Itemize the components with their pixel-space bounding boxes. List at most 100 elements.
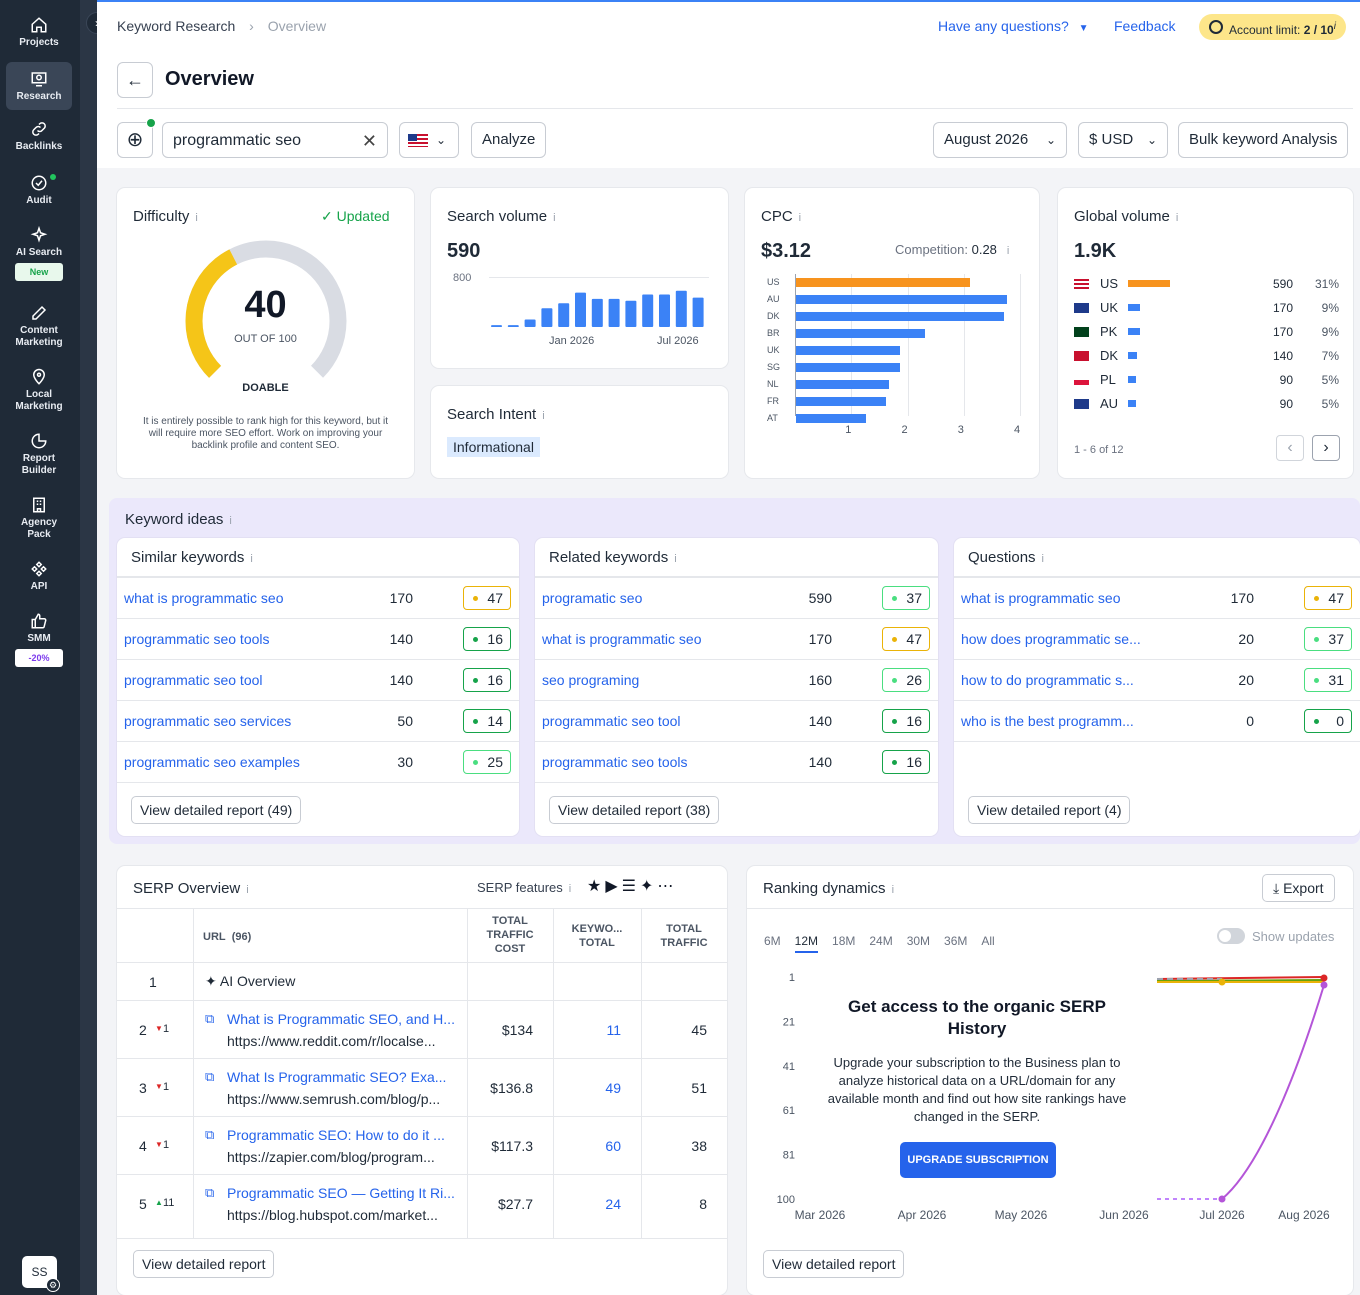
info-icon[interactable]: i <box>891 884 895 896</box>
questions-dropdown[interactable]: Have any questions? ▼ <box>938 18 1089 34</box>
sidebar-item-research[interactable]: Research <box>6 62 72 110</box>
global-volume-row[interactable]: AU 90 5% <box>1058 394 1353 414</box>
cpc-bar[interactable] <box>796 312 1005 321</box>
settings-icon[interactable]: ⚙ <box>46 1278 60 1292</box>
cpc-bar[interactable] <box>796 329 926 338</box>
sv-bar[interactable] <box>591 298 603 327</box>
info-icon[interactable]: i <box>246 884 249 896</box>
info-icon[interactable]: i <box>553 212 556 224</box>
ai-overview-icon[interactable]: ✦ <box>640 878 658 895</box>
sv-bar[interactable] <box>524 319 536 328</box>
video-icon[interactable]: ▶ <box>605 878 622 895</box>
sv-bar[interactable] <box>608 298 620 327</box>
traffic-header[interactable]: TOTAL TRAFFIC <box>660 923 708 949</box>
tab-24m[interactable]: 24M <box>869 934 893 948</box>
info-icon[interactable]: i <box>250 553 253 565</box>
cpc-bar[interactable] <box>796 363 901 372</box>
add-keyword-button[interactable]: ⊕ <box>117 122 153 158</box>
result-url[interactable]: https://zapier.com/blog/program... <box>227 1149 435 1165</box>
keyword-link[interactable]: programmatic seo services <box>124 713 292 729</box>
cpc-bar[interactable] <box>796 295 1007 304</box>
keywords-count[interactable]: 49 <box>605 1080 621 1096</box>
sidebar-item-projects[interactable]: Projects <box>6 16 72 56</box>
info-icon[interactable]: i <box>195 212 198 224</box>
result-url[interactable]: https://www.reddit.com/r/localse... <box>227 1033 436 1049</box>
keyword-link[interactable]: programmatic seo tools <box>124 631 270 647</box>
sv-bar[interactable] <box>507 325 519 327</box>
global-volume-row[interactable]: UK 170 9% <box>1058 298 1353 318</box>
sv-bar[interactable] <box>558 303 570 327</box>
list-icon[interactable]: ☰ <box>621 878 640 895</box>
next-page-button[interactable]: › <box>1312 435 1340 461</box>
sidebar-item-agency-pack[interactable]: Agency Pack <box>6 496 72 541</box>
tab-18m[interactable]: 18M <box>832 934 856 948</box>
cpc-bar[interactable] <box>796 414 867 423</box>
keywords-header[interactable]: KEYWO... TOTAL <box>571 923 623 949</box>
upgrade-button[interactable]: UPGRADE SUBSCRIPTION <box>900 1142 1056 1178</box>
sidebar-item-backlinks[interactable]: Backlinks <box>6 120 72 153</box>
show-updates-toggle[interactable] <box>1217 928 1245 944</box>
serp-view-report-button[interactable]: View detailed report <box>133 1250 275 1278</box>
keyword-link[interactable]: programmatic seo tools <box>542 754 688 770</box>
sidebar-item-smm[interactable]: SMM -20% <box>6 612 72 667</box>
external-link-icon[interactable]: ⧉ <box>205 1011 215 1026</box>
clear-icon[interactable]: ✕ <box>361 131 377 151</box>
sidebar-item-api[interactable]: API <box>6 560 72 593</box>
breadcrumb-keyword-research[interactable]: Keyword Research <box>117 18 236 34</box>
sv-bar[interactable] <box>575 292 586 327</box>
keyword-link[interactable]: what is programmatic seo <box>961 590 1121 606</box>
tab-36m[interactable]: 36M <box>944 934 968 948</box>
keyword-link[interactable]: programmatic seo tool <box>542 713 681 729</box>
tab-30m[interactable]: 30M <box>906 934 931 948</box>
sidebar-item-audit[interactable]: Audit <box>6 174 72 207</box>
result-title-link[interactable]: What Is Programmatic SEO? Exa... <box>227 1069 447 1085</box>
tab-12m[interactable]: 12M <box>794 934 819 953</box>
external-link-icon[interactable]: ⧉ <box>205 1069 215 1084</box>
global-volume-row[interactable]: PK 170 9% <box>1058 322 1353 342</box>
cpc-bar[interactable] <box>796 380 889 389</box>
prev-page-button[interactable]: ‹ <box>1276 435 1304 461</box>
global-volume-row[interactable]: PL 90 5% <box>1058 370 1353 390</box>
result-title-link[interactable]: Programmatic SEO: How to do it ... <box>227 1127 445 1143</box>
sidebar-item-content-marketing[interactable]: Content Marketing <box>6 304 72 349</box>
sv-bar[interactable] <box>642 294 654 328</box>
result-title-link[interactable]: What is Programmatic SEO, and H... <box>227 1011 455 1027</box>
sv-bar[interactable] <box>625 300 637 327</box>
view-report-button[interactable]: View detailed report (38) <box>549 796 720 824</box>
global-volume-row[interactable]: DK 140 7% <box>1058 346 1353 366</box>
keyword-link[interactable]: who is the best programm... <box>961 713 1134 729</box>
result-title-link[interactable]: Programmatic SEO — Getting It Ri... <box>227 1185 455 1201</box>
sv-bar[interactable] <box>541 308 553 327</box>
info-icon[interactable]: i <box>1041 553 1044 565</box>
keyword-input[interactable]: programmatic seo ✕ <box>162 122 388 158</box>
info-icon[interactable]: i <box>1175 212 1179 224</box>
cpc-bar[interactable] <box>796 397 886 406</box>
back-button[interactable]: ← <box>117 62 153 98</box>
result-url[interactable]: https://www.semrush.com/blog/p... <box>227 1091 441 1107</box>
keyword-link[interactable]: programmatic seo examples <box>124 754 300 770</box>
keyword-link[interactable]: seo programing <box>542 672 640 688</box>
keyword-link[interactable]: what is programmatic seo <box>542 631 702 647</box>
keywords-count[interactable]: 11 <box>606 1022 621 1038</box>
external-link-icon[interactable]: ⧉ <box>205 1185 215 1200</box>
keyword-link[interactable]: how does programmatic se... <box>961 631 1141 647</box>
bulk-analysis-button[interactable]: Bulk keyword Analysis <box>1178 122 1349 158</box>
month-select[interactable]: August 2026 ⌄ <box>933 122 1067 158</box>
country-select[interactable]: ⌄ <box>399 122 459 158</box>
currency-select[interactable]: $ USD ⌄ <box>1078 122 1168 158</box>
keyword-link[interactable]: programmatic seo tool <box>124 672 263 688</box>
external-link-icon[interactable]: ⧉ <box>205 1127 215 1142</box>
sv-bar[interactable] <box>692 297 704 327</box>
keywords-count[interactable]: 60 <box>605 1138 621 1154</box>
result-url[interactable]: https://blog.hubspot.com/market... <box>227 1207 438 1223</box>
sidebar-item-report-builder[interactable]: Report Builder <box>6 432 72 477</box>
analyze-button[interactable]: Analyze <box>471 122 547 158</box>
keywords-count[interactable]: 24 <box>605 1196 621 1212</box>
keyword-link[interactable]: what is programmatic seo <box>124 590 284 606</box>
info-icon[interactable]: i <box>674 553 677 565</box>
traffic-cost-header[interactable]: TOTAL TRAFFIC COST <box>486 915 534 955</box>
ranking-view-report-button[interactable]: View detailed report <box>763 1250 905 1278</box>
info-icon[interactable]: i <box>542 410 545 422</box>
sidebar-item-ai-search[interactable]: AI Search New <box>6 226 72 281</box>
info-icon[interactable]: i <box>798 212 802 224</box>
